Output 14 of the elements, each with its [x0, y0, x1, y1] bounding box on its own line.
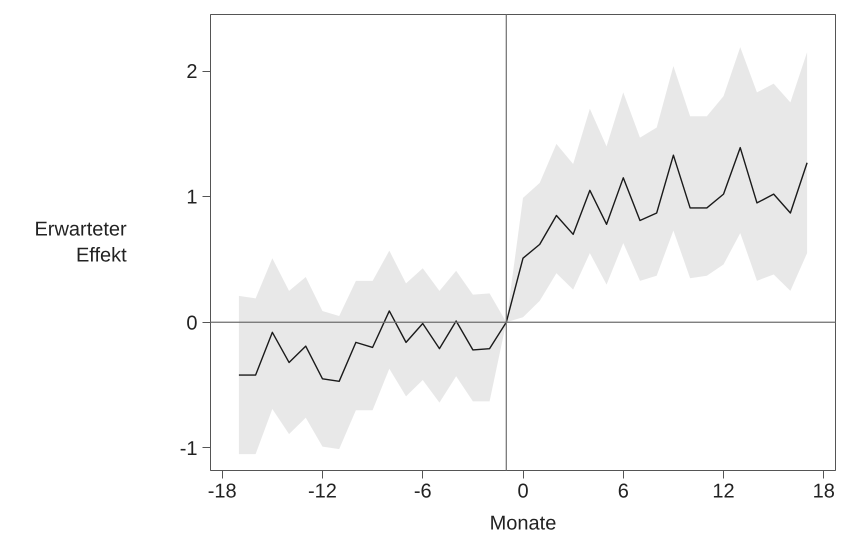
- x-tick-label: 0: [517, 480, 529, 502]
- x-tick-label: 18: [812, 480, 835, 502]
- y-tick-label: 1: [186, 186, 198, 209]
- y-tick-label: 2: [186, 61, 198, 84]
- y-tick-label: -1: [180, 438, 198, 460]
- x-axis-title: Monate: [490, 512, 556, 534]
- y-tick-label: 0: [186, 312, 198, 334]
- x-tick-label: -18: [208, 480, 237, 502]
- x-tick-label: -12: [308, 480, 337, 502]
- x-tick-label: 12: [712, 480, 735, 502]
- line-series: [238, 146, 808, 382]
- x-tick-label: 6: [618, 480, 629, 502]
- x-tick-label: -6: [414, 480, 432, 502]
- y-axis-title: Erwarteter Effekt: [34, 218, 128, 267]
